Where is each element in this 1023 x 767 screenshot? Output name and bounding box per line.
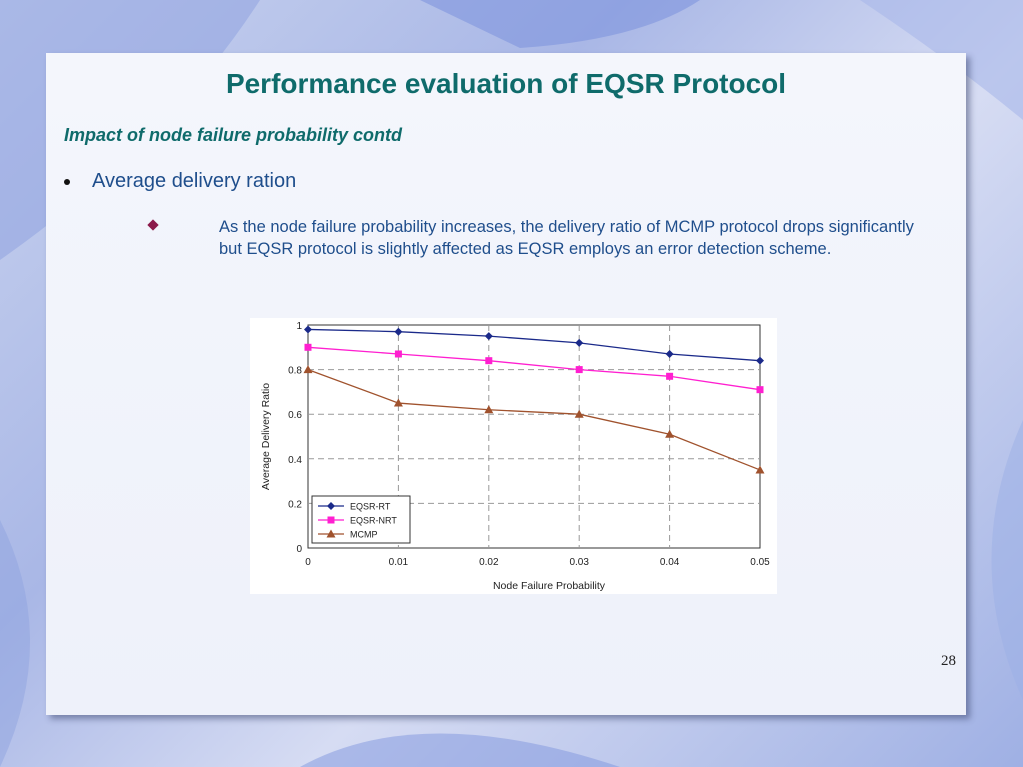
x-tick-label: 0.03 xyxy=(569,557,589,568)
bullet-level-2-text: As the node failure probability increase… xyxy=(219,218,914,258)
data-point-mcmp xyxy=(665,429,675,438)
bullet-level-2: As the node failure probability increase… xyxy=(147,216,939,260)
legend-marker xyxy=(326,529,336,538)
data-point-eqsr-rt xyxy=(394,327,403,336)
y-tick-label: 0.2 xyxy=(288,499,302,510)
data-point-mcmp xyxy=(574,409,584,418)
series-line-mcmp xyxy=(307,368,761,471)
data-point-eqsr-nrt xyxy=(304,343,312,351)
data-point-eqsr-nrt xyxy=(575,366,583,374)
plot-area xyxy=(307,324,761,549)
data-point-eqsr-rt xyxy=(575,338,584,347)
legend-label: EQSR-NRT xyxy=(350,516,397,526)
x-tick-label: 0.04 xyxy=(660,557,680,568)
line-chart: 0 0.01 0.02 0.03 0.04 0.05 0 0.2 0.4 0.6 0.8 1 Node … xyxy=(260,321,770,592)
data-point-mcmp xyxy=(484,405,494,414)
bullet-dot-icon xyxy=(64,178,70,185)
y-axis-label: Average Delivery Ratio xyxy=(260,383,272,490)
data-point-eqsr-rt xyxy=(304,325,312,334)
x-tick-label: 0.01 xyxy=(389,557,409,568)
y-tick-label: 0.4 xyxy=(288,455,302,466)
legend-label: MCMP xyxy=(350,530,378,540)
data-point-eqsr-nrt xyxy=(394,350,402,358)
series-line-eqsr-nrt xyxy=(307,346,761,391)
slide-title: Performance evaluation of EQSR Protocol xyxy=(225,68,787,99)
y-tick-label: 0.8 xyxy=(288,366,302,377)
data-point-eqsr-rt xyxy=(484,332,493,341)
x-tick-label: 0.05 xyxy=(750,557,770,568)
y-tick-label: 1 xyxy=(296,321,302,332)
y-tick-label: 0.6 xyxy=(288,410,302,421)
data-point-mcmp xyxy=(303,365,313,374)
x-axis-label: Node Failure Probability xyxy=(493,580,606,592)
data-point-eqsr-nrt xyxy=(666,372,674,380)
legend-label: EQSR-RT xyxy=(350,502,391,512)
data-point-eqsr-rt xyxy=(756,356,764,365)
bullet-level-1: Average delivery ration xyxy=(64,170,296,193)
data-point-eqsr-nrt xyxy=(485,357,493,365)
slide-panel: Performance evaluation of EQSR Protocol … xyxy=(46,53,966,715)
series-line-eqsr-rt xyxy=(307,328,761,362)
legend-marker xyxy=(327,502,335,510)
bullet-level-1-text: Average delivery ration xyxy=(92,170,297,192)
x-tick-label: 0 xyxy=(305,557,311,568)
data-point-eqsr-nrt xyxy=(756,386,764,394)
data-point-eqsr-rt xyxy=(665,349,674,358)
chart-container: 0 0.01 0.02 0.03 0.04 0.05 0 0.2 0.4 0.6 0.8 1 Node … xyxy=(250,318,777,594)
slide-subtitle: Impact of node failure probability contd xyxy=(64,125,403,145)
data-point-mcmp xyxy=(393,398,403,407)
legend-marker xyxy=(327,516,335,524)
x-tick-label: 0.02 xyxy=(479,557,499,568)
y-tick-label: 0 xyxy=(296,544,302,555)
bullet-diamond-icon xyxy=(147,219,159,231)
data-point-mcmp xyxy=(755,465,765,474)
page-number: 28 xyxy=(941,653,956,669)
